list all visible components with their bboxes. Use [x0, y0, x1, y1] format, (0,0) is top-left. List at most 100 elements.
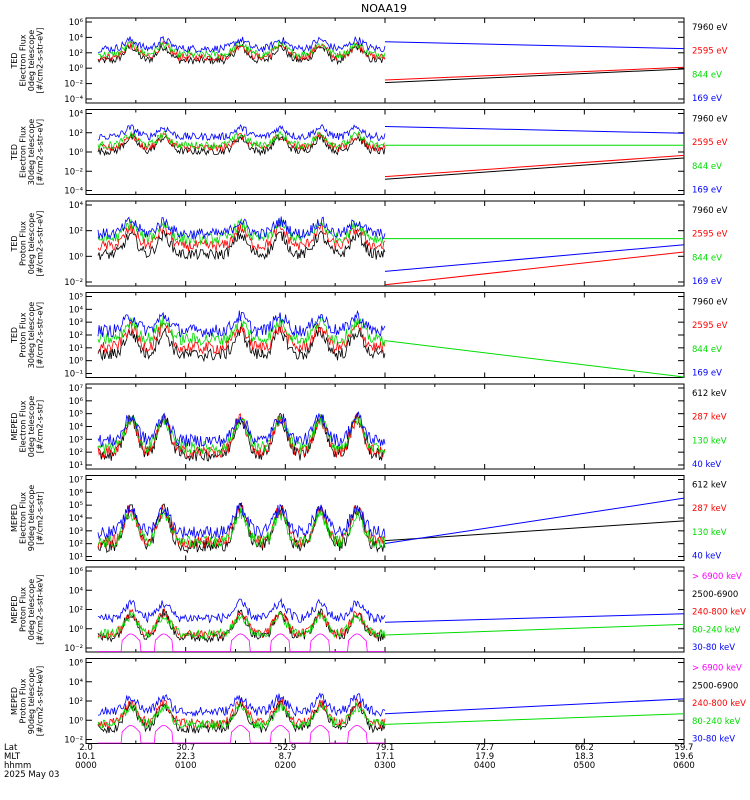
legend-label: 169 eV: [692, 186, 722, 196]
legend-label: 130 keV: [692, 436, 727, 446]
y-tick-label: 10⁰: [69, 625, 84, 635]
footer-tick-lat: 59.7: [675, 743, 694, 753]
y-tick-label: 10⁷: [69, 384, 84, 394]
y-tick-label: 10⁵: [69, 293, 83, 303]
legend-label: 40 keV: [692, 552, 721, 562]
panel-frame: [85, 109, 685, 195]
footer-tick-mlt: 8.7: [279, 752, 293, 762]
series-trace-green: [97, 507, 386, 549]
legend-label: > 6900 keV: [692, 572, 742, 582]
footer-tick-lat: 79.1: [376, 743, 395, 753]
panel-frame: [85, 475, 685, 561]
y-tick-label: 10⁶: [69, 488, 84, 498]
footer-tick-lat: 66.2: [575, 743, 594, 753]
footer-tick-time: 0600: [673, 761, 695, 771]
footer-tick-mlt: 17.1: [376, 752, 395, 762]
panel-frame: [85, 566, 685, 653]
series-trace-green: [97, 701, 386, 731]
series-tail-black: [384, 157, 685, 180]
legend-label: 40 keV: [692, 460, 721, 470]
legend-label: 2500-6900: [692, 590, 738, 600]
footer-tick-mlt: 10.1: [77, 752, 96, 762]
legend-label: 844 eV: [692, 162, 722, 172]
y-tick-label: 10⁰: [69, 357, 84, 367]
legend-label: 169 eV: [692, 94, 722, 104]
y-tick-label: 10⁰: [69, 716, 84, 726]
series-tail-blue: [384, 126, 685, 134]
series-trace-blue: [97, 216, 386, 241]
footer-tick-time: 0300: [374, 761, 396, 771]
y-tick-label: 10²: [69, 129, 83, 139]
legend-label: 80-240 keV: [692, 625, 741, 635]
y-tick-label: 10³: [69, 435, 83, 445]
y-tick-label: 10²: [69, 331, 83, 341]
legend-label: > 6900 keV: [692, 664, 742, 674]
footer-tick-lat: 2.0: [79, 743, 93, 753]
y-tick-label: 10²: [69, 540, 83, 550]
y-tick-label: 10⁻¹: [64, 370, 83, 380]
legend-label: 7960 eV: [692, 23, 728, 33]
panel-5: 10⁷ 10⁶ 10⁵ 10⁴ 10³ 10² 10¹ MEPEDElectron Flux0…: [10, 383, 727, 471]
y-tick-label: 10⁰: [69, 148, 84, 158]
series-tail-blue: [384, 244, 685, 272]
y-axis-label: MEPEDElectron Flux90deg telescope[#/cm2-…: [10, 485, 44, 552]
legend-label: 612 keV: [692, 389, 727, 399]
series-tail-blue: [384, 497, 685, 544]
series-tail-black: [384, 68, 685, 84]
legend-label: 2595 eV: [692, 230, 728, 240]
y-tick-label: 10⁴: [69, 201, 84, 211]
panel-frame: [85, 17, 685, 104]
legend-label: 7960 eV: [692, 115, 728, 125]
series-trace-blue: [97, 35, 386, 53]
footer-tick-mlt: 17.9: [475, 752, 494, 762]
series-trace-black: [97, 698, 386, 735]
footer-tick-lat: -52.9: [274, 743, 296, 753]
series-trace-red: [97, 608, 386, 640]
y-tick-label: 10⁴: [69, 423, 84, 433]
series-tail-green: [384, 623, 685, 636]
y-tick-label: 10⁴: [69, 678, 84, 688]
panels-group: 10⁶ 10⁴ 10² 10⁰ 10⁻² 10⁻⁴ TEDElectron Flux0deg…: [10, 17, 746, 746]
panel-8: 10⁶ 10⁴ 10² 10⁰ 10⁻² MEPEDProton Flux90deg te…: [10, 658, 746, 746]
series-trace-blue: [97, 597, 386, 624]
footer-tick-time: 0400: [474, 761, 496, 771]
legend-label: 7960 eV: [692, 298, 728, 308]
footer-tick-time: 0200: [275, 761, 297, 771]
y-tick-label: 10²: [69, 49, 83, 59]
y-tick-label: 10²: [69, 227, 83, 237]
series-trace-blue: [97, 502, 386, 540]
footer-tick-time: 0500: [574, 761, 596, 771]
footer-tick-lat: 72.7: [475, 743, 494, 753]
legend-label: 169 eV: [692, 277, 722, 287]
y-axis-label: MEPEDProton Flux0deg telescope[#/cm2-s-s…: [10, 574, 44, 645]
legend-label: 844 eV: [692, 253, 722, 263]
footer-tick-mlt: 22.3: [176, 752, 195, 762]
figure-title: NOAA19: [361, 2, 407, 15]
series-tail-blue: [384, 698, 685, 715]
y-tick-label: 10⁴: [69, 33, 84, 43]
legend-label: 844 eV: [692, 70, 722, 80]
legend-label: 2595 eV: [692, 321, 728, 331]
series-trace-magenta: [98, 633, 385, 652]
y-axis-label: TEDProton Flux30deg telescope[#/cm2-s-st…: [10, 302, 44, 369]
legend-label: 130 keV: [692, 528, 727, 538]
panel-4: 10⁵ 10⁴ 10³ 10² 10¹ 10⁰ 10⁻¹ TEDProton Flux30de…: [10, 292, 728, 380]
footer-date: 2025 May 03: [4, 770, 59, 780]
footer-tick-time: 0100: [175, 761, 197, 771]
footer-tick-lat: 30.7: [176, 743, 195, 753]
y-tick-label: 10⁻²: [64, 278, 83, 288]
y-axis-label: MEPEDElectron Flux0deg telescope[#/cm2-s…: [10, 396, 44, 457]
panel-7: 10⁶ 10⁴ 10² 10⁰ 10⁻² MEPEDProton Flux0deg tel…: [10, 566, 746, 654]
panel-frame: [85, 292, 685, 378]
series-tail-red: [384, 154, 685, 178]
y-tick-label: 10⁵: [69, 501, 83, 511]
y-tick-label: 10²: [69, 606, 83, 616]
series-tail-red: [384, 251, 685, 286]
series-trace-black: [97, 229, 386, 261]
footer-tick-mlt: 19.6: [675, 752, 694, 762]
panel-frame: [85, 383, 685, 470]
y-tick-label: 10⁶: [69, 18, 84, 28]
legend-label: 612 keV: [692, 481, 727, 491]
series-trace-green: [97, 611, 386, 640]
